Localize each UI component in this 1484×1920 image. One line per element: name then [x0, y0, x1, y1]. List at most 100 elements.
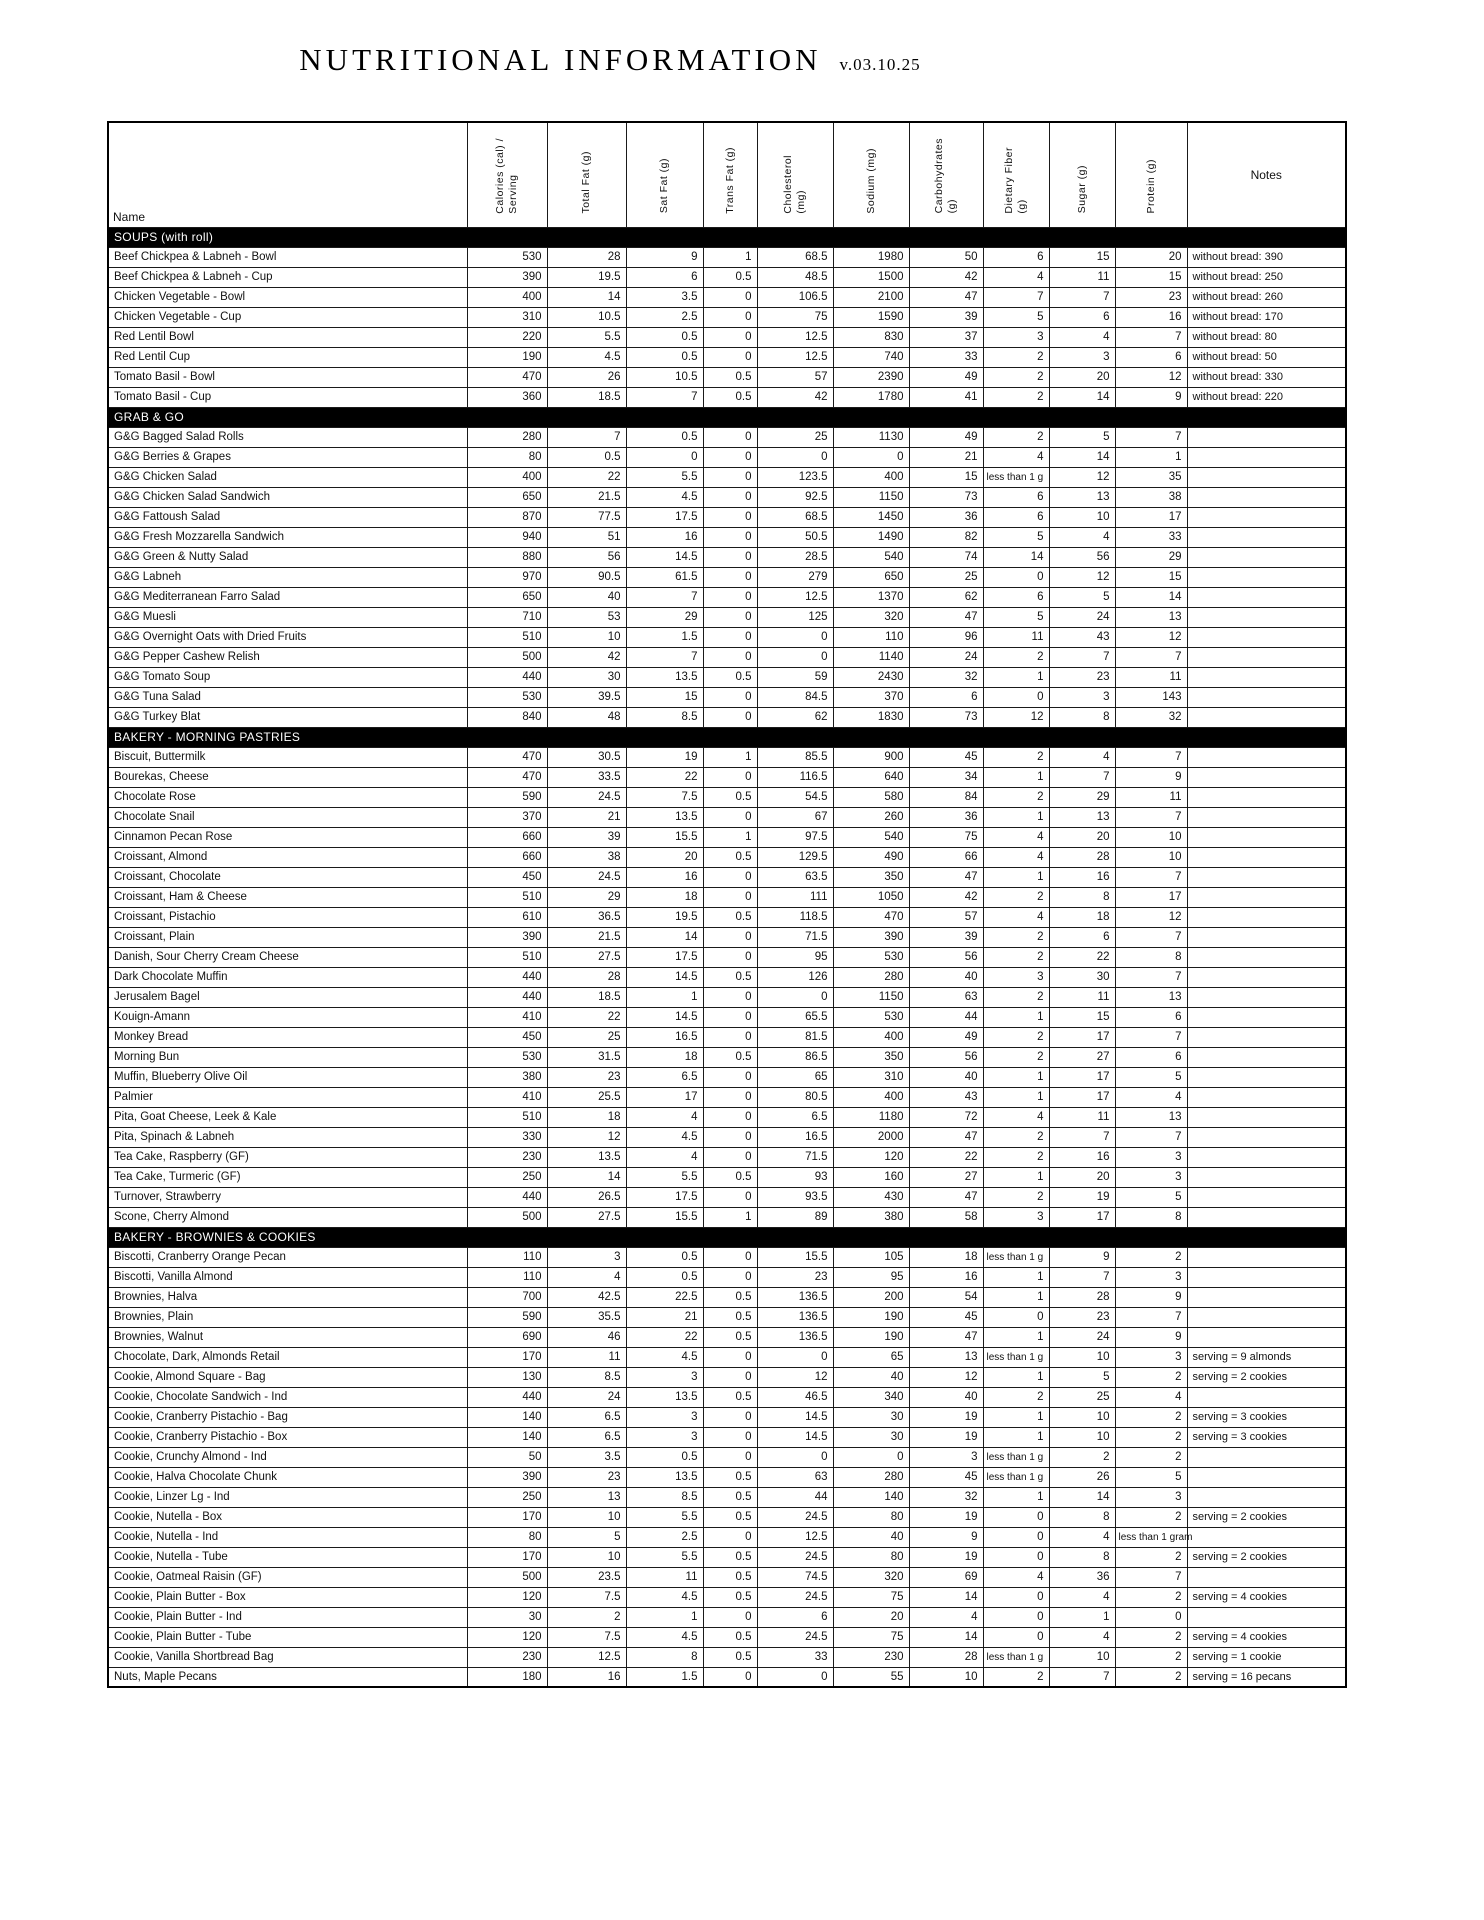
- cell-calories: 410: [466, 1086, 548, 1108]
- cell-calories: 590: [466, 786, 548, 808]
- cell-notes: serving = 1 cookie: [1186, 1646, 1347, 1668]
- cell-cholesterol: 65: [756, 1066, 834, 1088]
- cell-dietary-fiber: 4: [982, 826, 1050, 848]
- cell-name: Chocolate Snail: [107, 806, 468, 828]
- cell-notes: without bread: 220: [1186, 386, 1347, 408]
- cell-dietary-fiber: 1: [982, 1326, 1050, 1348]
- cell-sugar: 18: [1048, 906, 1116, 928]
- cell-dietary-fiber: 1: [982, 1266, 1050, 1288]
- cell-carbohydrates: 74: [908, 546, 984, 568]
- cell-total-fat: 6.5: [546, 1406, 627, 1428]
- cell-cholesterol: 126: [756, 966, 834, 988]
- cell-sat-fat: 14.5: [625, 546, 704, 568]
- cell-sugar: 5: [1048, 426, 1116, 448]
- cell-calories: 530: [466, 246, 548, 268]
- cell-protein: 1: [1114, 446, 1188, 468]
- cell-total-fat: 23: [546, 1066, 627, 1088]
- cell-sat-fat: 3: [625, 1366, 704, 1388]
- table-row: Tomato Basil - Cup 360 18.5 7 0.5 42 1780 41 2 14…: [107, 386, 1347, 408]
- cell-trans-fat: 0: [702, 1146, 758, 1168]
- cell-calories: 440: [466, 1186, 548, 1208]
- cell-dietary-fiber: less than 1 g: [982, 466, 1050, 488]
- cell-name: Croissant, Ham & Cheese: [107, 886, 468, 908]
- table-row: Chocolate, Dark, Almonds Retail 170 11 4.5 0…: [107, 1346, 1347, 1368]
- cell-sat-fat: 10.5: [625, 366, 704, 388]
- cell-calories: 170: [466, 1346, 548, 1368]
- cell-notes: [1186, 1306, 1347, 1328]
- cell-total-fat: 28: [546, 246, 627, 268]
- cell-total-fat: 25: [546, 1026, 627, 1048]
- cell-sodium: 540: [832, 546, 910, 568]
- cell-protein: 5: [1114, 1066, 1188, 1088]
- cell-sugar: 9: [1048, 1246, 1116, 1268]
- cell-dietary-fiber: 5: [982, 526, 1050, 548]
- cell-dietary-fiber: 1: [982, 766, 1050, 788]
- cell-name: G&G Muesli: [107, 606, 468, 628]
- cell-carbohydrates: 58: [908, 1206, 984, 1228]
- column-header-sodium: Sodium (mg): [832, 121, 910, 228]
- cell-trans-fat: 0: [702, 606, 758, 628]
- cell-cholesterol: 0: [756, 1666, 834, 1688]
- cell-sugar: 24: [1048, 606, 1116, 628]
- cell-calories: 230: [466, 1146, 548, 1168]
- cell-name: Croissant, Pistachio: [107, 906, 468, 928]
- table-row: Beef Chickpea & Labneh - Cup 390 19.5 6 0.5 4…: [107, 266, 1347, 288]
- cell-cholesterol: 111: [756, 886, 834, 908]
- rotated-header-label: Calories (cal) / Serving: [494, 137, 519, 214]
- cell-carbohydrates: 57: [908, 906, 984, 928]
- section-header-row: BAKERY - BROWNIES & COOKIES: [107, 1226, 1347, 1248]
- cell-dietary-fiber: 4: [982, 266, 1050, 288]
- cell-trans-fat: 1: [702, 746, 758, 768]
- cell-total-fat: 0.5: [546, 446, 627, 468]
- cell-name: Chocolate Rose: [107, 786, 468, 808]
- cell-name: G&G Tomato Soup: [107, 666, 468, 688]
- cell-name: Brownies, Walnut: [107, 1326, 468, 1348]
- cell-cholesterol: 95: [756, 946, 834, 968]
- cell-dietary-fiber: 2: [982, 1386, 1050, 1408]
- cell-sugar: 10: [1048, 1406, 1116, 1428]
- cell-dietary-fiber: 1: [982, 1066, 1050, 1088]
- cell-sodium: 40: [832, 1526, 910, 1548]
- cell-calories: 470: [466, 746, 548, 768]
- table-row: Tomato Basil - Bowl 470 26 10.5 0.5 57 2390 49 2…: [107, 366, 1347, 388]
- cell-sugar: 13: [1048, 486, 1116, 508]
- cell-carbohydrates: 45: [908, 746, 984, 768]
- cell-sugar: 22: [1048, 946, 1116, 968]
- cell-dietary-fiber: 1: [982, 666, 1050, 688]
- cell-total-fat: 10: [546, 1506, 627, 1528]
- cell-sat-fat: 4.5: [625, 486, 704, 508]
- cell-name: Kouign-Amann: [107, 1006, 468, 1028]
- cell-protein: 2: [1114, 1246, 1188, 1268]
- cell-protein: 2: [1114, 1406, 1188, 1428]
- cell-total-fat: 39.5: [546, 686, 627, 708]
- cell-cholesterol: 59: [756, 666, 834, 688]
- cell-dietary-fiber: 2: [982, 926, 1050, 948]
- cell-trans-fat: 0: [702, 426, 758, 448]
- cell-sodium: 2390: [832, 366, 910, 388]
- cell-notes: [1186, 966, 1347, 988]
- cell-sat-fat: 6.5: [625, 1066, 704, 1088]
- cell-cholesterol: 16.5: [756, 1126, 834, 1148]
- cell-calories: 500: [466, 646, 548, 668]
- cell-protein: 7: [1114, 1126, 1188, 1148]
- cell-cholesterol: 118.5: [756, 906, 834, 928]
- cell-sodium: 470: [832, 906, 910, 928]
- cell-notes: [1186, 1066, 1347, 1088]
- cell-dietary-fiber: less than 1 g: [982, 1346, 1050, 1368]
- cell-name: Cookie, Linzer Lg - Ind: [107, 1486, 468, 1508]
- cell-trans-fat: 0.5: [702, 266, 758, 288]
- cell-cholesterol: 15.5: [756, 1246, 834, 1268]
- cell-sat-fat: 1: [625, 1606, 704, 1628]
- cell-carbohydrates: 36: [908, 506, 984, 528]
- cell-calories: 380: [466, 1066, 548, 1088]
- cell-calories: 140: [466, 1426, 548, 1448]
- cell-sat-fat: 15.5: [625, 1206, 704, 1228]
- cell-sat-fat: 18: [625, 886, 704, 908]
- cell-name: Cookie, Nutella - Tube: [107, 1546, 468, 1568]
- table-row: Cookie, Nutella - Box 170 10 5.5 0.5 24.5 80 19…: [107, 1506, 1347, 1528]
- cell-notes: [1186, 786, 1347, 808]
- cell-sodium: 1050: [832, 886, 910, 908]
- cell-name: G&G Tuna Salad: [107, 686, 468, 708]
- cell-trans-fat: 0: [702, 286, 758, 308]
- cell-trans-fat: 0.5: [702, 906, 758, 928]
